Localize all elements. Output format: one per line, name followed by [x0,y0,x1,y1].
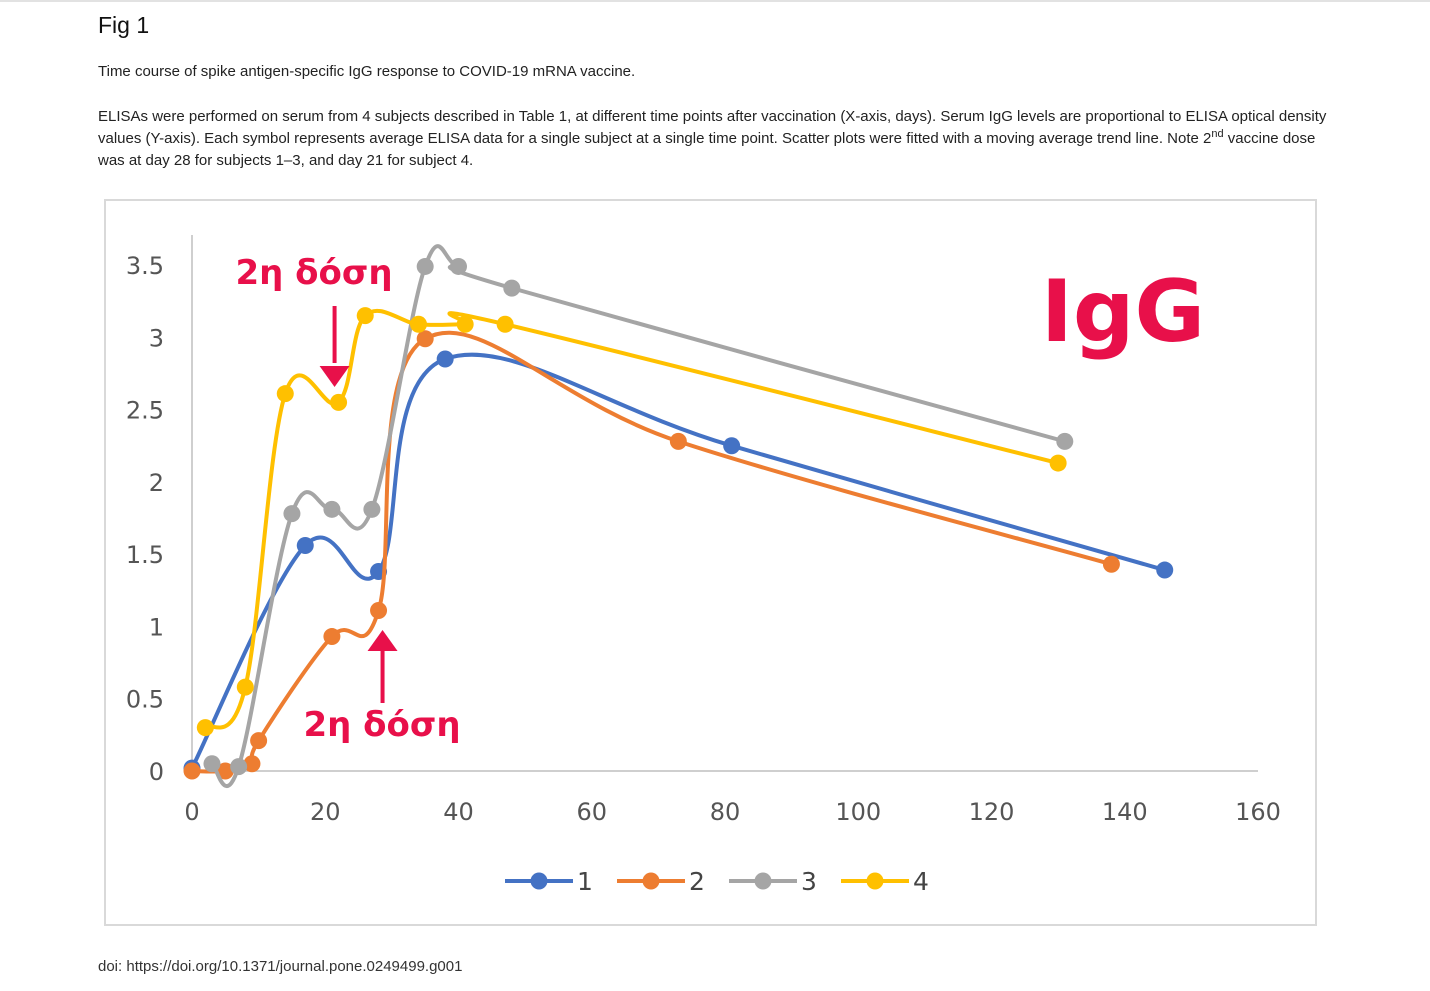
legend-swatch-marker [754,872,772,890]
data-point [416,257,434,275]
data-point [196,719,214,737]
x-tick-label: 80 [710,798,741,826]
data-point [216,762,234,780]
caption-superscript: nd [1211,128,1224,140]
legend-item-4: 4 [841,867,929,896]
x-tick-label: 160 [1235,798,1281,826]
legend-item-1: 1 [505,867,593,896]
x-tick-label: 140 [1102,798,1148,826]
series-2 [183,330,1120,780]
annotation-label-dose-bottom: 2η δόση [303,705,460,745]
data-point [456,315,474,333]
legend-item-3: 3 [729,867,817,896]
caption-title: Time course of spike antigen-specific Ig… [98,63,636,80]
data-point [363,500,381,518]
x-tick-label: 20 [310,798,341,826]
annotation-igg-label: IgG [1041,262,1205,362]
legend-swatch-marker [530,872,548,890]
legend-label: 2 [689,867,705,896]
x-tick-label: 60 [576,798,607,826]
top-divider [0,0,1430,2]
legend: 1 2 3 4 [505,867,929,896]
data-point [436,350,454,368]
y-tick-label: 3 [149,324,164,352]
y-tick-label: 1 [149,613,164,641]
data-point [1049,454,1067,472]
data-point [243,755,261,773]
data-point [276,385,294,403]
caption-body: ELISAs were performed on serum from 4 su… [98,106,1338,172]
annotation-arrowhead-down [319,366,350,387]
x-tick-label: 100 [835,798,881,826]
legend-label: 4 [913,867,929,896]
annotations: 2η δόση 2η δόση IgG [235,253,1205,745]
figure-title: Fig 1 [98,12,150,38]
data-point [356,307,374,325]
data-point [1156,561,1174,579]
x-tick-label: 40 [443,798,474,826]
y-tick-label: 1.5 [126,541,164,569]
series-1-line [190,352,1166,770]
data-point [323,628,341,646]
data-point [250,732,268,750]
data-point [323,500,341,518]
y-tick-label: 0 [149,758,164,786]
legend-label: 1 [577,867,593,896]
series-layer [183,244,1174,788]
data-point [330,393,348,411]
data-point [370,602,388,620]
series-4 [196,307,1067,737]
data-point [723,437,741,455]
legend-label: 3 [801,867,817,896]
data-point [503,279,521,297]
data-point [183,762,201,780]
data-point [230,758,248,776]
x-tick-label: 120 [969,798,1015,826]
data-point [416,330,434,348]
data-point [410,315,428,333]
data-point [1056,432,1074,450]
legend-swatch-marker [642,872,660,890]
caption-text-2: vaccine dose was at day 28 for subjects … [98,130,1316,169]
axes: 0 0.5 1 1.5 2 2.5 3 3.5 0 20 40 60 80 100 120 140 160 [126,235,1281,826]
chart-frame: 0 0.5 1 1.5 2 2.5 3 3.5 0 20 40 60 80 100 120 140 160 2η… [104,199,1317,926]
data-point [236,678,254,696]
legend-item-2: 2 [617,867,705,896]
data-point [203,755,221,773]
annotation-arrowhead-up [367,630,398,651]
y-tick-label: 0.5 [126,686,164,714]
x-tick-label: 0 [184,798,199,826]
data-point [283,505,301,523]
series-3-line [210,244,1066,788]
y-tick-label: 3.5 [126,252,164,280]
annotation-label-dose-top: 2η δόση [235,253,392,293]
data-point [496,315,514,333]
data-point [669,432,687,450]
y-tick-label: 2 [149,469,164,497]
legend-swatch-marker [866,872,884,890]
data-point [1102,555,1120,573]
series-3 [203,244,1074,788]
y-tick-label: 2.5 [126,397,164,425]
doi-link[interactable]: doi: https://doi.org/10.1371/journal.pon… [98,958,463,975]
data-point [450,257,467,275]
igg-line-chart: 0 0.5 1 1.5 2 2.5 3 3.5 0 20 40 60 80 100 120 140 160 2η… [126,235,1281,896]
data-point [296,536,314,554]
caption-text-1: ELISAs were performed on serum from 4 su… [98,108,1327,147]
